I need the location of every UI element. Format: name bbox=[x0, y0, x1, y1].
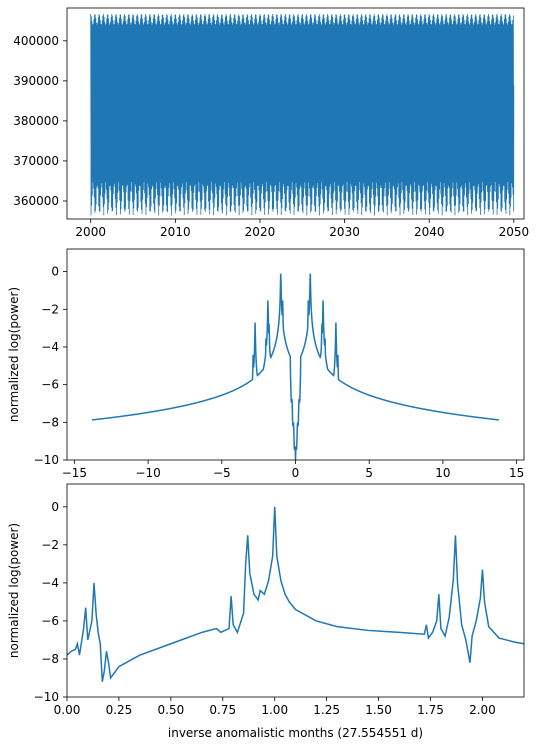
y-tick-label: 390000 bbox=[13, 74, 59, 88]
y-tick-label: 400000 bbox=[13, 34, 59, 48]
x-tick-label: 1.50 bbox=[365, 703, 392, 717]
x-tick-label: 0.00 bbox=[54, 703, 81, 717]
x-tick-label: −5 bbox=[213, 466, 231, 480]
x-tick-label: 2040 bbox=[414, 225, 445, 239]
y-tick-label: 0 bbox=[51, 500, 59, 514]
axes-frame bbox=[66, 248, 525, 461]
x-tick-label: 2020 bbox=[245, 225, 276, 239]
y-tick-label: −10 bbox=[34, 690, 59, 704]
x-tick-label: 2030 bbox=[329, 225, 360, 239]
x-tick-label: 15 bbox=[509, 466, 524, 480]
x-tick-label: 1.25 bbox=[313, 703, 340, 717]
x-tick-label: 0 bbox=[292, 466, 300, 480]
y-axis-label: normalized log(power) bbox=[7, 523, 21, 658]
x-tick-label: 0.75 bbox=[209, 703, 236, 717]
x-tick-label: −10 bbox=[135, 466, 160, 480]
y-tick-label: 360000 bbox=[13, 194, 59, 208]
axes-frame bbox=[66, 483, 525, 698]
y-tick-label: −10 bbox=[34, 453, 59, 467]
x-tick-label: 2.00 bbox=[469, 703, 496, 717]
zoomed-spectrum-chart: 0.00 0.25 0.50 0.75 1.00 1.25 1.50 1.75 2.00 −10 −… bbox=[7, 483, 525, 740]
x-tick-label: 1.75 bbox=[417, 703, 444, 717]
zoomed-spectrum-series-line bbox=[67, 506, 524, 682]
y-tick-label: −6 bbox=[41, 614, 59, 628]
x-tick-label: 2050 bbox=[499, 225, 530, 239]
x-tick-label: 0.25 bbox=[106, 703, 133, 717]
y-tick-label: −8 bbox=[41, 652, 59, 666]
x-tick-label: 1.00 bbox=[261, 703, 288, 717]
distance-series-line bbox=[90, 14, 515, 216]
y-tick-label: 380000 bbox=[13, 114, 59, 128]
y-tick-label: −4 bbox=[41, 340, 59, 354]
distance-time-chart: 2000 2010 2020 2030 2040 2050 360000 370000 3800… bbox=[13, 7, 530, 239]
y-axis-label: normalized log(power) bbox=[7, 287, 21, 422]
y-tick-label: −4 bbox=[41, 576, 59, 590]
x-tick-label: −15 bbox=[62, 466, 87, 480]
y-tick-label: 370000 bbox=[13, 154, 59, 168]
x-tick-label: 10 bbox=[435, 466, 450, 480]
axes-frame bbox=[66, 7, 525, 220]
x-axis-label: inverse anomalistic months (27.554551 d) bbox=[168, 726, 423, 740]
y-tick-label: −2 bbox=[41, 302, 59, 316]
y-tick-label: −2 bbox=[41, 538, 59, 552]
y-tick-label: −6 bbox=[41, 378, 59, 392]
x-tick-label: 2010 bbox=[160, 225, 191, 239]
x-tick-label: 5 bbox=[365, 466, 373, 480]
y-tick-label: 0 bbox=[51, 265, 59, 279]
y-tick-label: −8 bbox=[41, 415, 59, 429]
x-tick-label: 2000 bbox=[75, 225, 106, 239]
spectrum-series-line bbox=[91, 273, 500, 460]
x-tick-label: 0.50 bbox=[158, 703, 185, 717]
